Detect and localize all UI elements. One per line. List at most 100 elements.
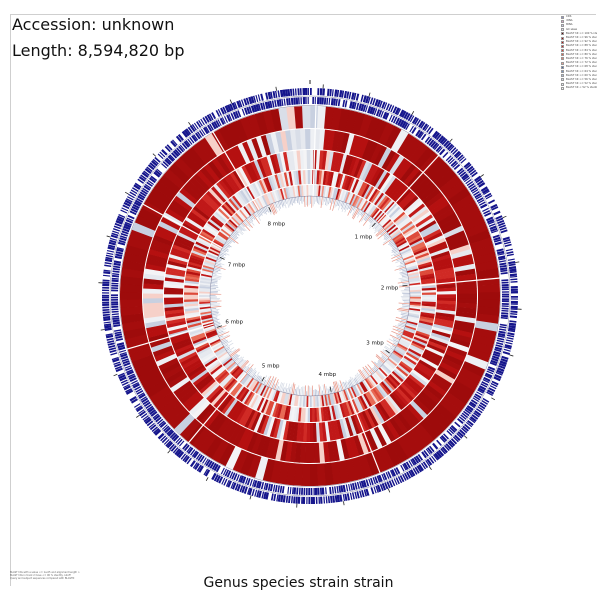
- cds-feature: [502, 284, 509, 286]
- blast-hit: [302, 106, 310, 128]
- cds-feature: [306, 488, 308, 495]
- cds-feature: [315, 488, 317, 495]
- blast-hit: [310, 396, 312, 407]
- cds-feature: [271, 493, 274, 500]
- cds-feature: [315, 97, 316, 104]
- cds-feature: [510, 273, 517, 276]
- gc-bar: [403, 300, 410, 301]
- cds-feature: [342, 100, 345, 107]
- cds-feature: [510, 278, 517, 280]
- cds-feature: [319, 97, 322, 104]
- cds-feature: [293, 487, 296, 494]
- cds-feature: [508, 259, 515, 261]
- mbp-tick-label: 4 mbp: [319, 372, 337, 378]
- cds-feature: [103, 275, 110, 277]
- cds-feature: [511, 298, 518, 299]
- cds-feature: [291, 496, 293, 503]
- outer-tick: [412, 111, 414, 114]
- gc-bar: [211, 283, 215, 284]
- gc-bar: [318, 391, 319, 396]
- gc-bar: [322, 197, 324, 205]
- cds-feature: [258, 94, 261, 101]
- gc-bar: [399, 303, 410, 305]
- cds-feature: [322, 488, 325, 495]
- cds-feature: [316, 497, 318, 504]
- gc-bar: [303, 387, 304, 396]
- gc-bar: [210, 289, 220, 290]
- cds-feature: [306, 497, 307, 504]
- cds-feature: [505, 342, 512, 345]
- gc-bar: [314, 196, 315, 204]
- gc-bar: [405, 287, 410, 288]
- blast-ring: [184, 170, 436, 422]
- outer-tick: [107, 236, 111, 237]
- cds-feature: [505, 244, 512, 247]
- cds-feature: [322, 88, 325, 95]
- cds-feature: [286, 98, 289, 105]
- cds-feature: [107, 250, 114, 253]
- gc-bar: [402, 283, 409, 285]
- gc-bar: [402, 306, 409, 308]
- gc-bar: [213, 273, 217, 275]
- cds-feature: [112, 311, 119, 313]
- gc-bar: [303, 196, 304, 201]
- blast-hit: [310, 106, 318, 128]
- outer-tick: [450, 139, 453, 142]
- cds-feature: [329, 487, 331, 494]
- gc-bar: [211, 285, 218, 287]
- gc-bar: [311, 196, 312, 208]
- cds-feature: [502, 298, 509, 300]
- gc-bar: [302, 386, 304, 395]
- gc-bar: [313, 196, 314, 206]
- cds-feature: [320, 88, 323, 95]
- outer-tick: [230, 100, 232, 104]
- cds-feature: [111, 294, 118, 296]
- cds-feature: [320, 497, 323, 504]
- gc-bar: [404, 302, 410, 303]
- map-caption: Genus species strain strain: [0, 575, 597, 591]
- cds-feature: [288, 496, 291, 503]
- cds-feature: [283, 495, 286, 502]
- blast-hit: [422, 292, 436, 295]
- gc-bar: [324, 197, 325, 201]
- gc-bar: [241, 223, 245, 227]
- mbp-tick: [402, 285, 407, 286]
- cds-feature: [302, 497, 305, 504]
- cds-feature: [114, 329, 121, 332]
- blast-hit: [410, 293, 421, 295]
- blast-hit: [120, 292, 142, 300]
- gc-bar: [401, 296, 410, 297]
- cds-feature: [501, 312, 508, 314]
- gc-bar: [322, 391, 323, 396]
- cds-feature: [297, 88, 299, 95]
- cds-feature: [274, 100, 277, 107]
- outer-tick: [114, 374, 118, 376]
- gc-bar: [317, 196, 318, 203]
- gc-bar: [330, 199, 333, 211]
- cds-feature: [502, 294, 509, 296]
- cds-feature: [326, 98, 328, 105]
- mbp-tick-label: 5 mbp: [262, 364, 280, 370]
- blast-hit: [478, 292, 500, 300]
- cds-feature: [111, 301, 118, 303]
- gc-bar: [401, 290, 410, 291]
- cds-feature: [346, 484, 349, 491]
- mbp-tick: [330, 387, 331, 392]
- gc-bar: [402, 292, 410, 293]
- gc-bar: [309, 196, 310, 205]
- cds-feature: [329, 89, 331, 96]
- cds-feature: [298, 97, 300, 104]
- gc-bar: [320, 197, 322, 205]
- outer-tick: [188, 122, 190, 125]
- gc-bar: [297, 197, 299, 203]
- cds-feature: [511, 301, 518, 303]
- gc-bar: [377, 363, 381, 367]
- cds-feature: [113, 265, 120, 268]
- cds-feature: [502, 291, 509, 293]
- gc-bar: [299, 389, 301, 396]
- blast-hit: [308, 185, 310, 196]
- gc-bar: [309, 386, 310, 396]
- cds-feature: [317, 88, 319, 95]
- cds-feature: [432, 443, 438, 450]
- cds-feature: [260, 94, 264, 101]
